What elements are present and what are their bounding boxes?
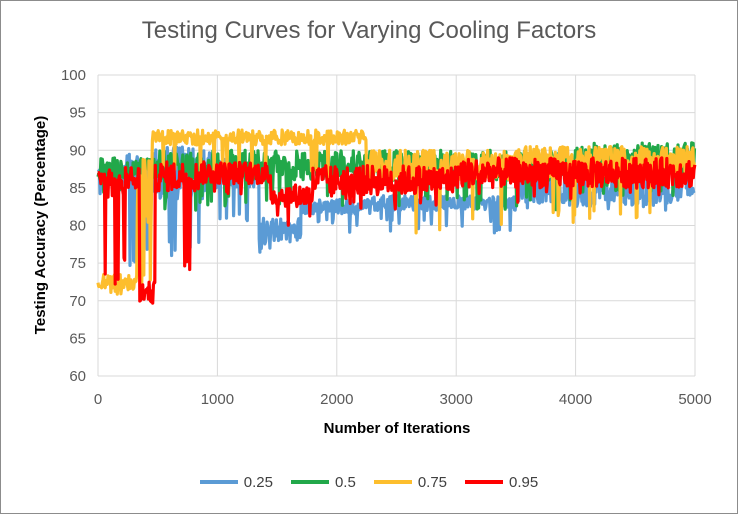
x-tick-label: 4000	[559, 391, 592, 408]
y-tick-label: 65	[69, 330, 86, 347]
x-tick-label: 2000	[320, 391, 353, 408]
legend-swatch	[465, 480, 504, 484]
legend-swatch	[290, 480, 329, 484]
legend: 0.25 0.5 0.75 0.95	[0, 470, 738, 494]
series-line-0-95	[97, 156, 697, 305]
y-tick-label: 100	[61, 67, 86, 84]
legend-item: 0.75	[373, 473, 448, 491]
y-axis-label: Testing Accuracy (Percentage)	[32, 116, 49, 334]
y-tick-label: 60	[69, 368, 86, 385]
chart-title: Testing Curves for Varying Cooling Facto…	[141, 17, 597, 44]
x-axis-ticks: 0 1000 2000 3000 4000 5000	[94, 391, 712, 408]
x-axis-label: Number of Iterations	[324, 420, 471, 437]
y-tick-label: 75	[69, 255, 86, 272]
y-tick-label: 80	[69, 218, 86, 235]
legend-label: 0.95	[509, 473, 539, 491]
series-lines	[96, 128, 697, 305]
y-tick-label: 95	[69, 105, 86, 122]
chart-plot: 60 65 70 75 80 85 90 95 100 0 1000 2000 3000 4000 500…	[32, 67, 712, 437]
x-tick-label: 3000	[440, 391, 473, 408]
legend-item: 0.5	[290, 473, 356, 491]
legend-item: 0.25	[199, 473, 273, 491]
legend-label: 0.75	[417, 473, 448, 491]
x-tick-label: 1000	[201, 391, 234, 408]
y-tick-label: 70	[69, 293, 86, 310]
x-tick-label: 5000	[678, 391, 711, 408]
legend-item: 0.95	[465, 474, 538, 491]
legend-swatch	[199, 480, 238, 484]
legend-label: 0.25	[243, 473, 273, 491]
y-tick-label: 85	[69, 180, 86, 197]
x-tick-label: 0	[94, 391, 102, 408]
series-line-0-75	[96, 128, 696, 296]
y-axis-ticks: 60 65 70 75 80 85 90 95 100	[61, 67, 86, 385]
legend-label: 0.5	[334, 473, 356, 491]
legend-swatch	[373, 480, 412, 484]
y-tick-label: 90	[69, 142, 86, 159]
